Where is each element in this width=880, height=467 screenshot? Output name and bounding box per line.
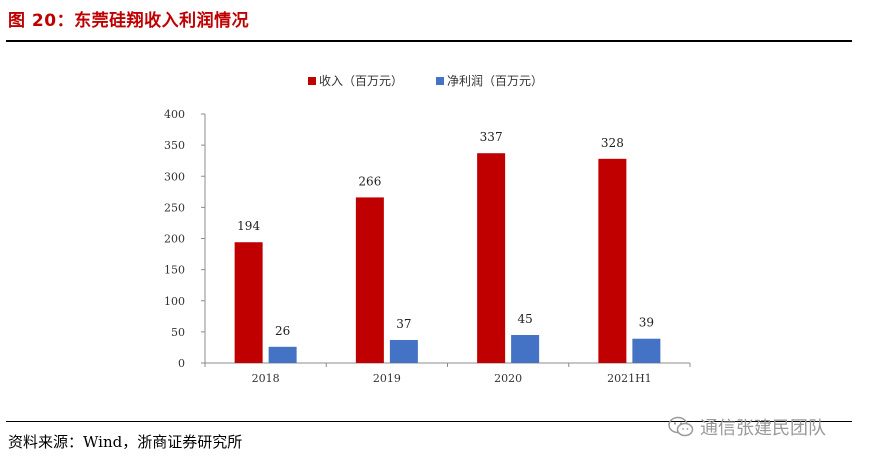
bar-1-1 [389, 339, 418, 363]
wechat-icon [668, 416, 694, 437]
bar-0-2 [477, 153, 506, 363]
data-label-1-1: 37 [396, 317, 411, 331]
bar-1-3 [632, 338, 661, 363]
legend-label-1: 净利润（百万元） [447, 74, 543, 88]
y-tick-label: 400 [164, 108, 185, 121]
y-tick-label: 150 [164, 264, 185, 277]
figure-title: 图 20：东莞硅翔收入利润情况 [8, 11, 250, 31]
source-rule [6, 421, 852, 422]
y-tick-label: 0 [178, 357, 185, 370]
x-tick-label: 2018 [252, 372, 280, 385]
data-label-1-0: 26 [275, 324, 290, 338]
x-tick-label: 2021H1 [607, 372, 652, 385]
watermark: 通信张建民团队 [668, 413, 826, 441]
y-tick-label: 100 [164, 295, 185, 308]
bar-1-0 [268, 346, 297, 363]
source-note: 资料来源：Wind，浙商证券研究所 [8, 433, 243, 451]
data-label-1-3: 39 [639, 316, 654, 330]
bar-0-3 [598, 158, 627, 363]
data-label-0-3: 328 [601, 136, 624, 150]
y-tick-label: 350 [164, 139, 185, 152]
data-label-0-1: 266 [358, 174, 381, 188]
legend-swatch-1 [436, 77, 444, 85]
title-rule [6, 40, 852, 42]
y-tick-label: 250 [164, 201, 185, 214]
y-tick-label: 200 [164, 233, 185, 246]
y-tick-label: 300 [164, 170, 185, 183]
watermark-text: 通信张建民团队 [700, 418, 826, 439]
legend-label-0: 收入（百万元） [319, 74, 403, 88]
bar-0-0 [234, 242, 263, 363]
legend-swatch-0 [308, 77, 316, 85]
data-label-1-2: 45 [517, 312, 532, 326]
bar-0-1 [355, 197, 384, 363]
data-label-0-2: 337 [480, 130, 503, 144]
x-tick-label: 2020 [494, 372, 522, 385]
x-tick-label: 2019 [373, 372, 401, 385]
y-tick-label: 50 [171, 326, 185, 339]
bar-1-2 [511, 334, 540, 363]
data-label-0-0: 194 [237, 219, 260, 233]
